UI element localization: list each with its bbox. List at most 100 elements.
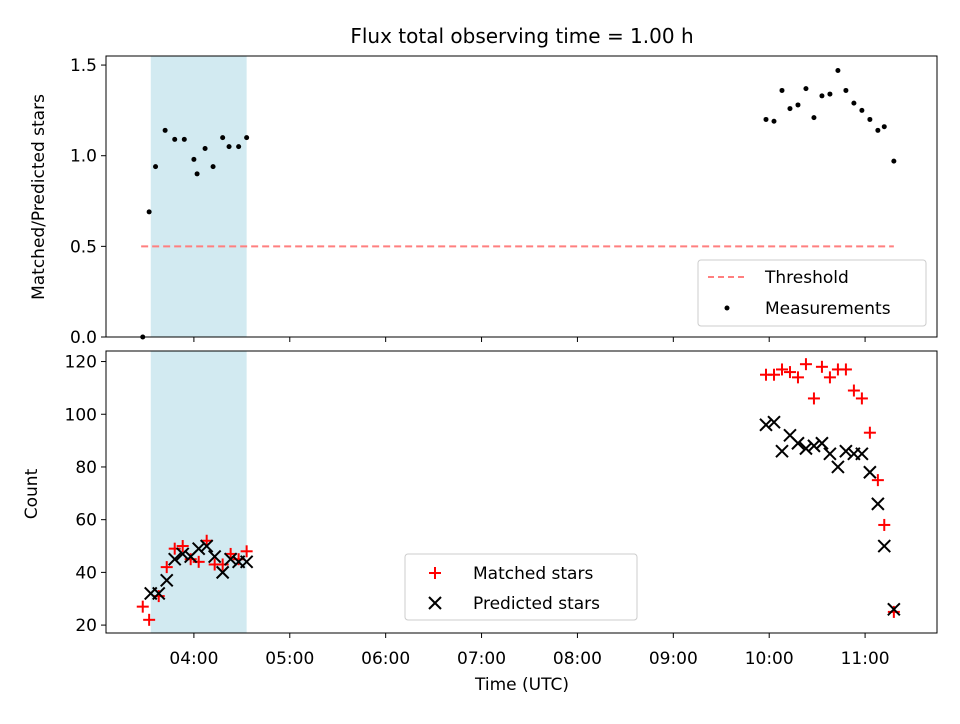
x-stroke [767, 415, 781, 429]
x-tick-label: 09:00 [649, 649, 698, 669]
x-tick-label: 10:00 [745, 649, 794, 669]
measurement-point [875, 127, 881, 133]
predicted-stars-point [176, 547, 190, 561]
x-stroke [871, 497, 885, 511]
y-tick-label: 0.0 [70, 328, 97, 348]
x-stroke [176, 547, 190, 561]
matched-stars-point [783, 366, 796, 379]
x-stroke [199, 539, 214, 553]
matched-stars-point [143, 613, 156, 626]
matched-stars-point [878, 518, 891, 531]
matched-stars-point [823, 371, 836, 384]
measurement-point [210, 164, 216, 170]
x-stroke [223, 552, 238, 566]
measurement-point [146, 209, 152, 215]
predicted-stars-point [160, 573, 174, 587]
x-stroke [783, 428, 797, 443]
y-tick-label: 80 [75, 458, 97, 478]
ratio-panel-legend: Threshold Measurements [697, 259, 927, 327]
measurement-point [843, 87, 849, 93]
predicted-stars-point [223, 552, 238, 566]
x-stroke [207, 549, 222, 564]
x-tick-label: 04:00 [169, 649, 218, 669]
matched-stars-point [240, 545, 253, 558]
predicted-stars-point [759, 418, 773, 432]
predicted-stars-point [871, 497, 885, 511]
measurement-point [851, 100, 857, 106]
x-stroke [191, 541, 206, 556]
x-stroke [239, 555, 254, 569]
matched-stars-point [136, 600, 149, 613]
threshold-legend-label: Threshold [764, 268, 849, 288]
measurement-point [244, 135, 250, 141]
x-tick-label: 07:00 [457, 649, 506, 669]
legend-box [404, 553, 638, 621]
ratio-plot-layer: 0.0 0.5 1.0 1.5 [70, 55, 938, 348]
predicted-stars-point [839, 444, 853, 458]
ratio-panel-ylabel: Matched/Predicted stars [29, 94, 49, 300]
measurement-point [867, 116, 873, 122]
count-panel-xlabel: Time (UTC) [474, 675, 569, 695]
measurements-legend-swatch [724, 305, 730, 311]
predicted-stars-point [191, 541, 206, 556]
predicted-stars-point [863, 465, 877, 479]
x-tick-label: 06:00 [361, 649, 410, 669]
measurement-point [771, 118, 777, 124]
measurement-point [181, 136, 187, 142]
x-stroke [831, 460, 845, 474]
measurement-point [835, 68, 841, 74]
shaded-interval [150, 351, 247, 633]
matched-stars-point [871, 474, 884, 487]
predicted-stars-point [199, 539, 214, 553]
matched-stars-point [767, 368, 780, 381]
y-tick-label: 0.5 [70, 237, 97, 257]
predicted-stars-point [823, 447, 837, 461]
matched-stars-point [863, 426, 876, 439]
y-tick-label: 60 [75, 511, 97, 531]
matched-stars-point [176, 540, 189, 553]
measurement-point [827, 91, 833, 97]
y-tick-label: 20 [75, 616, 97, 636]
x-stroke [791, 436, 805, 450]
matched-stars-point [887, 605, 900, 618]
predicted-stars-point [807, 439, 821, 453]
x-tick-label: 11:00 [841, 649, 890, 669]
matched-stars-point [807, 392, 820, 405]
matched-stars-point [799, 358, 812, 371]
x-tick-label: 05:00 [265, 649, 314, 669]
predicted-stars-point [799, 441, 813, 456]
count-panel-ylabel: Count [22, 468, 42, 519]
predicted-legend-label: Predicted stars [473, 594, 600, 614]
measurement-point [891, 158, 897, 164]
matched-legend-swatch [429, 567, 441, 579]
measurement-point [220, 135, 226, 141]
ratio-panel-frame [105, 55, 938, 338]
y-tick-label: 1.0 [70, 147, 97, 167]
measurement-point [787, 106, 793, 112]
measurement-point [819, 93, 825, 99]
y-tick-label: 40 [75, 563, 97, 583]
measurement-point [202, 145, 208, 151]
matched-stars-point [839, 363, 852, 376]
measurement-point [859, 107, 865, 113]
x-tick-label: 08:00 [553, 649, 602, 669]
predicted-stars-point [791, 436, 805, 450]
measurement-point [194, 171, 200, 177]
x-stroke [215, 565, 230, 580]
measurement-point [763, 116, 769, 122]
predicted-stars-point [887, 602, 901, 616]
predicted-stars-point [215, 565, 230, 580]
predicted-stars-point [775, 444, 789, 458]
x-stroke [855, 447, 869, 461]
count-panel-legend: Matched stars Predicted stars [404, 553, 638, 621]
predicted-stars-point [207, 549, 222, 564]
predicted-stars-point [855, 447, 869, 461]
measurement-point [236, 144, 242, 150]
x-stroke [168, 552, 182, 566]
x-stroke [863, 465, 877, 479]
predicted-stars-point [767, 415, 781, 429]
measurement-point [162, 127, 168, 133]
predicted-legend-swatch [428, 596, 442, 610]
measurements-legend-label: Measurements [765, 299, 891, 319]
